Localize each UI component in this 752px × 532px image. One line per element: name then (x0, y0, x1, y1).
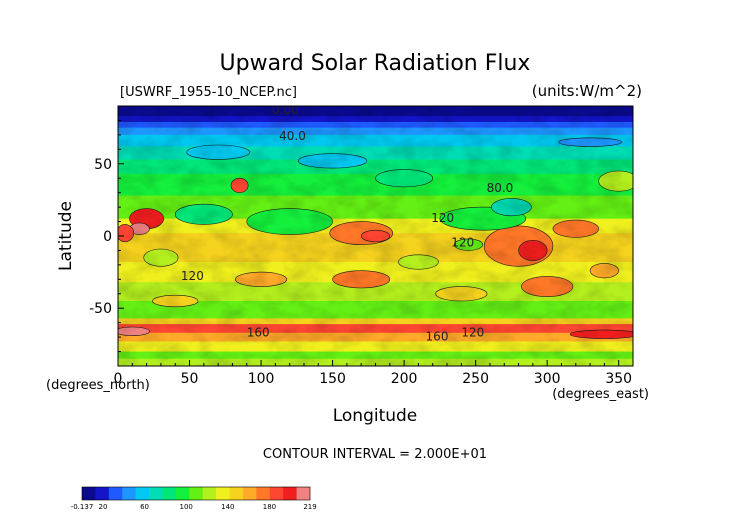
colorbar-tick-label: 219 (303, 503, 316, 511)
contour-label: 0.00 (272, 103, 299, 117)
x-tick-label: 100 (248, 371, 275, 387)
colorbar-tick-label: 180 (263, 503, 276, 511)
colorbar-swatch (95, 487, 110, 500)
y-axis-label: Latitude (56, 201, 76, 271)
y-tick-label: -50 (89, 301, 112, 317)
file-label: [USWRF_1955-10_NCEP.nc] (120, 85, 297, 100)
x-tick-label: 350 (605, 371, 632, 387)
y-tick-label: 50 (94, 157, 112, 173)
colorbar-swatch (216, 487, 230, 500)
contour-label: 80.0 (487, 181, 514, 195)
units-label: (units:W/m^2) (532, 82, 642, 100)
colorbar-tick-label: -0.137 (71, 503, 94, 511)
contour-label: 120 (451, 236, 474, 250)
colorbar-swatch (296, 487, 311, 500)
contour-interval-label: CONTOUR INTERVAL = 2.000E+01 (263, 447, 487, 462)
contour-label: 120 (431, 211, 454, 225)
colorbar-frame (81, 486, 311, 501)
colorbar-swatch (175, 487, 190, 500)
x-tick-label: 250 (462, 371, 489, 387)
x-tick-label: 300 (534, 371, 561, 387)
x-tick-label: 150 (319, 371, 346, 387)
y-axis: 50 0 -50 (89, 119, 124, 353)
contour-label: 160 (247, 325, 270, 339)
contour-label: 40.0 (279, 129, 306, 143)
colorbar-swatch (202, 487, 217, 500)
contour-label: 120 (461, 325, 484, 339)
colorbar-swatch (162, 487, 177, 500)
colorbar-swatch (283, 487, 297, 500)
colorbar-tick-label: 60 (140, 503, 149, 511)
chart-title: Upward Solar Radiation Flux (220, 51, 531, 76)
contour-label: 120 (181, 269, 204, 283)
colorbar-tick-label: 140 (221, 503, 234, 511)
colorbar-swatch (242, 487, 257, 500)
y-tick-label: 0 (103, 229, 112, 245)
x-tick-label: 0 (114, 371, 123, 387)
colorbar-swatch (189, 487, 204, 500)
colorbar-swatch (149, 487, 163, 500)
x-axis: 0 50 100 150 200 250 300 350 (114, 360, 632, 387)
plot-area: 0.00 40.0 80.0 120 120 120 160 160 120 (118, 103, 633, 366)
colorbar-swatch (256, 487, 271, 500)
colorbar-swatch (135, 487, 150, 500)
y-units-label: (degrees_north) (46, 378, 150, 393)
colorbar-swatch (108, 487, 123, 500)
colorbar-tick-label: 20 (98, 503, 107, 511)
colorbar-swatch (122, 487, 136, 500)
contour-label: 160 (426, 330, 449, 344)
x-units-label: (degrees_east) (552, 387, 649, 402)
colorbar-swatch (82, 487, 96, 500)
colorbar-swatch (229, 487, 244, 500)
x-axis-label: Longitude (333, 406, 418, 426)
x-tick-label: 50 (181, 371, 199, 387)
x-tick-label: 200 (391, 371, 418, 387)
colorbar: -0.137 20 60 100 140 180 219 (71, 486, 317, 511)
colorbar-swatch (269, 487, 284, 500)
colorbar-tick-label: 100 (179, 503, 192, 511)
